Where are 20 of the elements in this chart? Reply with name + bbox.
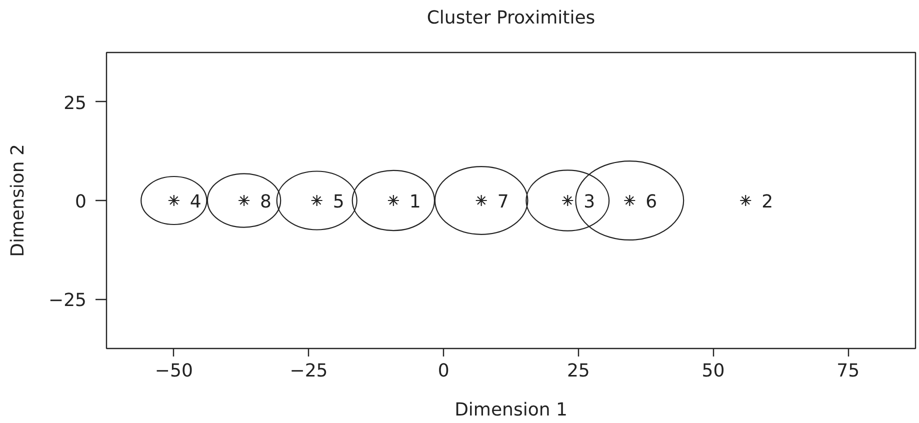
- series-label: 6: [646, 192, 658, 212]
- x-tick-label: 0: [438, 360, 450, 382]
- chart-title: Cluster Proximities: [426, 8, 596, 28]
- x-axis-title: Dimension 1: [454, 400, 568, 420]
- series-label: 7: [497, 192, 509, 212]
- x-tick-label: 50: [702, 360, 725, 382]
- y-tick-label: 0: [75, 192, 86, 212]
- y-axis-title: Dimension 2: [8, 144, 29, 257]
- x-tick-label: −25: [290, 360, 328, 382]
- x-tick-label: −50: [154, 360, 193, 382]
- y-tick-label: −25: [48, 290, 87, 312]
- series-label: 5: [332, 192, 344, 212]
- series-label: 8: [260, 192, 272, 212]
- x-tick-label: 75: [836, 360, 860, 382]
- series-label: 3: [584, 192, 596, 212]
- series-label: 4: [190, 192, 202, 212]
- series-label: 1: [409, 192, 421, 212]
- series-label: 2: [762, 192, 774, 212]
- y-tick-label: 25: [64, 92, 86, 114]
- x-tick-label: 25: [566, 360, 590, 382]
